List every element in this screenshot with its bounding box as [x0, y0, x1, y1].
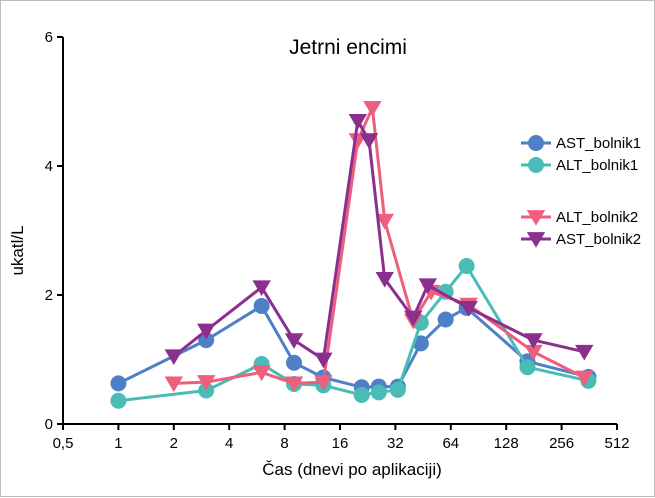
- legend-label: AST_bolnik2: [556, 231, 641, 248]
- x-tick-label: 512: [604, 435, 629, 452]
- x-tick-label: 128: [494, 435, 519, 452]
- data-point: [524, 344, 543, 361]
- data-point: [348, 113, 368, 130]
- data-point: [575, 370, 594, 387]
- data-point: [459, 301, 478, 317]
- x-tick-label: 64: [442, 435, 459, 452]
- data-point: [528, 157, 544, 173]
- data-point: [110, 375, 127, 392]
- chart-title: Jetrni encimi: [289, 36, 407, 59]
- data-point: [370, 384, 387, 401]
- data-point: [164, 349, 183, 366]
- y-axis-title: ukatl/L: [8, 225, 27, 275]
- legend-label: ALT_bolnik2: [556, 209, 638, 226]
- y-tick-label: 2: [45, 287, 53, 304]
- data-point: [314, 352, 333, 369]
- x-tick-label: 8: [280, 435, 288, 452]
- legend-item: AST_bolnik2: [521, 231, 641, 248]
- axes: 0 2 4 6 0,5 1 2 4 8 16 32 64 128 256 512: [45, 29, 630, 452]
- legend-item: AST_bolnik1: [521, 135, 641, 152]
- data-point: [412, 335, 429, 352]
- data-point: [353, 386, 370, 403]
- x-tick-label: 2: [170, 435, 178, 452]
- series-AST_bolnik1: [110, 297, 597, 396]
- data-point: [519, 359, 536, 376]
- x-tick-label: 256: [549, 435, 574, 452]
- series-AST_bolnik2: [164, 113, 594, 369]
- data-point: [198, 332, 215, 349]
- data-point: [363, 101, 382, 117]
- data-point: [197, 375, 216, 391]
- y-tick-label: 6: [45, 29, 53, 46]
- data-point: [164, 376, 183, 393]
- data-point: [314, 375, 333, 391]
- data-point: [252, 280, 271, 296]
- data-point: [575, 344, 594, 361]
- x-axis-title: Čas (dnevi po aplikaciji): [262, 460, 442, 479]
- data-point: [359, 133, 379, 149]
- legend-label: AST_bolnik1: [556, 135, 641, 152]
- data-point: [418, 278, 438, 295]
- series-group: [110, 101, 597, 409]
- data-point: [286, 354, 303, 371]
- data-point: [526, 210, 546, 226]
- data-point: [389, 381, 406, 398]
- data-point: [284, 333, 304, 349]
- data-point: [253, 297, 270, 314]
- legend-item: ALT_bolnik1: [521, 157, 638, 174]
- series-line: [117, 304, 589, 389]
- x-tick-label: 16: [332, 435, 349, 452]
- data-point: [526, 232, 546, 248]
- data-point: [458, 257, 475, 274]
- series-line: [173, 106, 585, 385]
- data-point: [252, 365, 271, 382]
- data-point: [375, 213, 394, 230]
- y-tick-label: 0: [45, 416, 53, 433]
- x-tick-label: 32: [387, 435, 404, 452]
- data-point: [284, 376, 304, 393]
- data-point: [197, 323, 216, 340]
- data-point: [110, 392, 127, 409]
- legend-item: ALT_bolnik2: [521, 209, 638, 226]
- x-tick-label: 0,5: [53, 435, 74, 452]
- data-point: [404, 310, 423, 327]
- data-point: [524, 333, 543, 349]
- data-point: [528, 135, 544, 151]
- legend: AST_bolnik1 ALT_bolnik1 ALT_bolnik2 AST_bol…: [521, 135, 641, 248]
- data-point: [375, 271, 394, 288]
- legend-label: ALT_bolnik1: [556, 157, 638, 174]
- x-tick-label: 1: [114, 435, 122, 452]
- data-point: [437, 311, 454, 328]
- x-tick-label: 4: [225, 435, 233, 452]
- y-tick-label: 4: [45, 158, 53, 175]
